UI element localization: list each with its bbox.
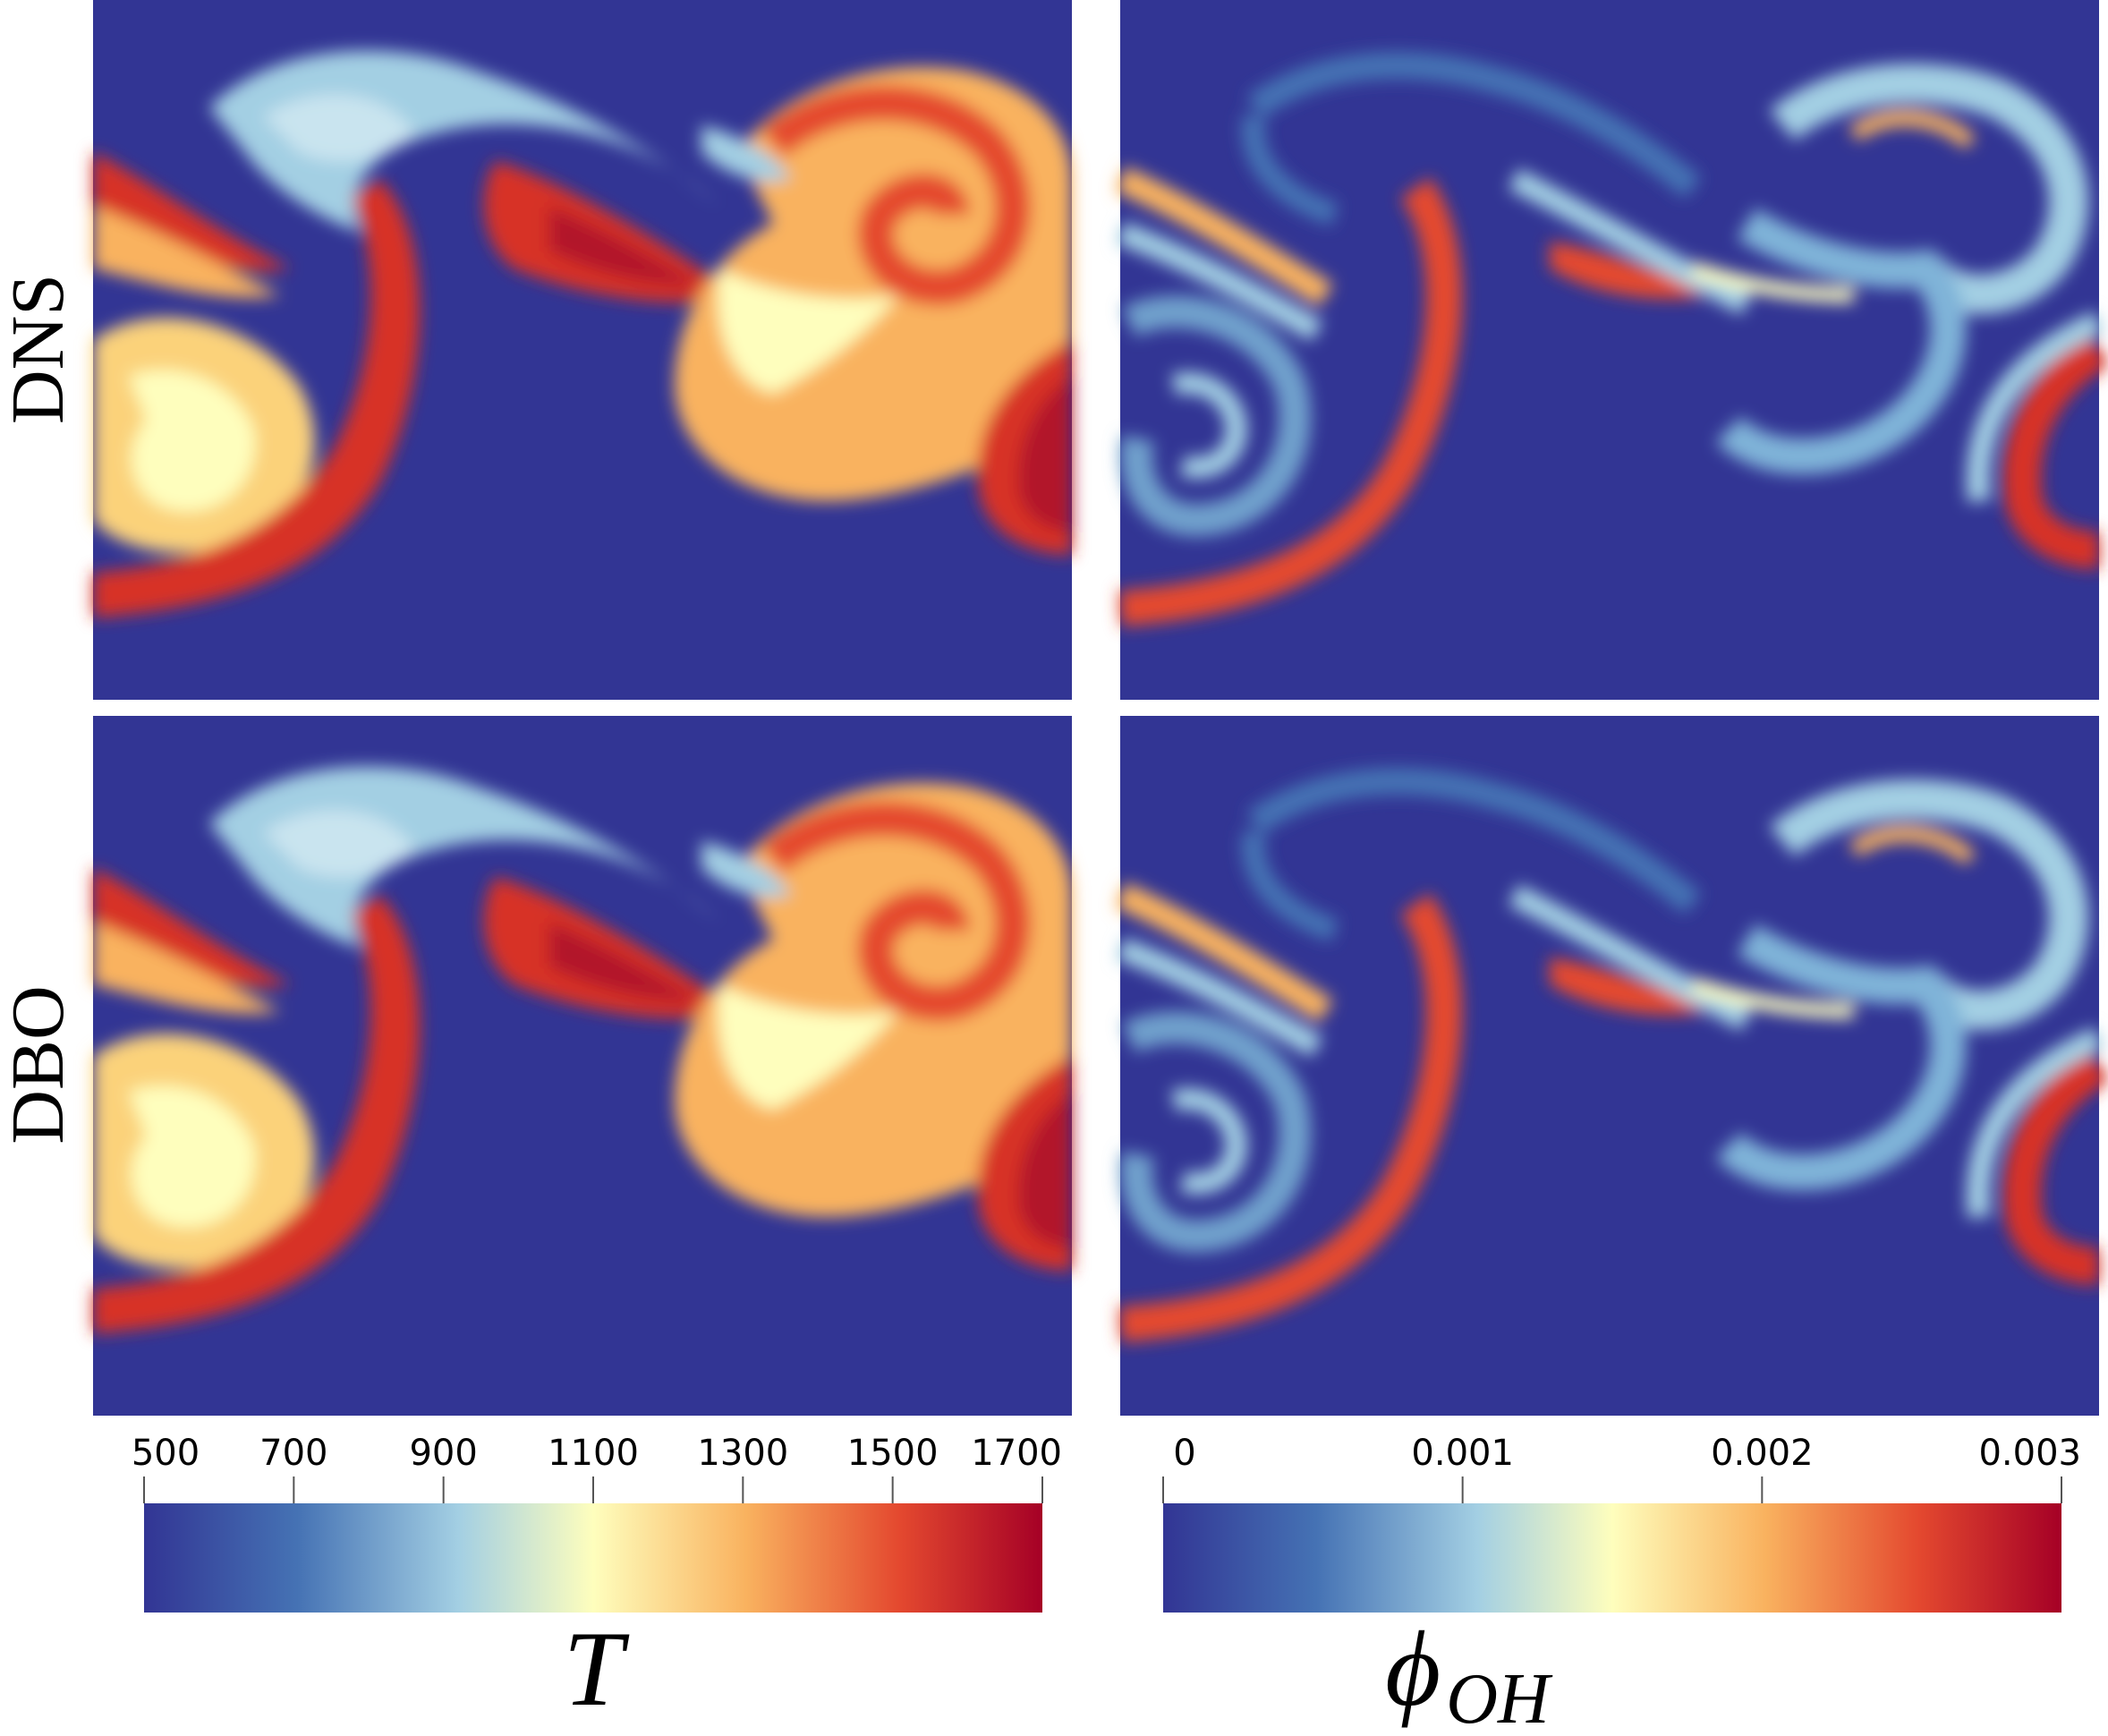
- colorbar-oh-title-subscript: OH: [1446, 1660, 1553, 1736]
- row-label-dbo: DBO: [0, 985, 80, 1144]
- panel-dns-temperature: [93, 0, 1072, 700]
- colorbar-temperature-ticks: 500 700 900 1100 1300 1500 1700: [132, 1433, 1062, 1503]
- colorbar-tick-label: 0.002: [1711, 1433, 1814, 1474]
- panel-dns-oh: [1120, 0, 2099, 700]
- colorbar-oh-title: ϕOH: [1385, 1609, 1553, 1736]
- colorbar-oh-ticks: 0 0.001 0.002 0.003: [1162, 1433, 2081, 1503]
- colorbar-tick-label: 0: [1173, 1433, 1195, 1474]
- colorbar-oh-title-symbol: ϕ: [1385, 1609, 1441, 1728]
- colorbar-temperature-title: T: [564, 1609, 630, 1728]
- colorbar-tick-label: 1100: [548, 1433, 639, 1474]
- colorbar-tick-label: 0.001: [1411, 1433, 1514, 1474]
- colorbar-tick-label: 1500: [847, 1433, 939, 1474]
- panel-dbo-oh: [1120, 716, 2099, 1416]
- colorbar-tick-label: 0.003: [1978, 1433, 2081, 1474]
- row-label-dns: DNS: [0, 274, 80, 424]
- colorbar-tick-label: 900: [409, 1433, 477, 1474]
- panel-dbo-temperature: [93, 716, 1072, 1416]
- colorbar-oh-gradient: [1163, 1503, 2061, 1613]
- colorbar-oh: 0 0.001 0.002 0.003 ϕOH: [1162, 1433, 2081, 1736]
- colorbar-temperature: 500 700 900 1100 1300 1500 1700 T: [132, 1433, 1062, 1728]
- colorbar-tick-label: 500: [132, 1433, 200, 1474]
- colorbar-temperature-gradient: [144, 1503, 1042, 1613]
- colorbar-tick-label: 1300: [697, 1433, 788, 1474]
- colorbar-tick-label: 700: [259, 1433, 327, 1474]
- colorbar-tick-label: 1700: [971, 1433, 1062, 1474]
